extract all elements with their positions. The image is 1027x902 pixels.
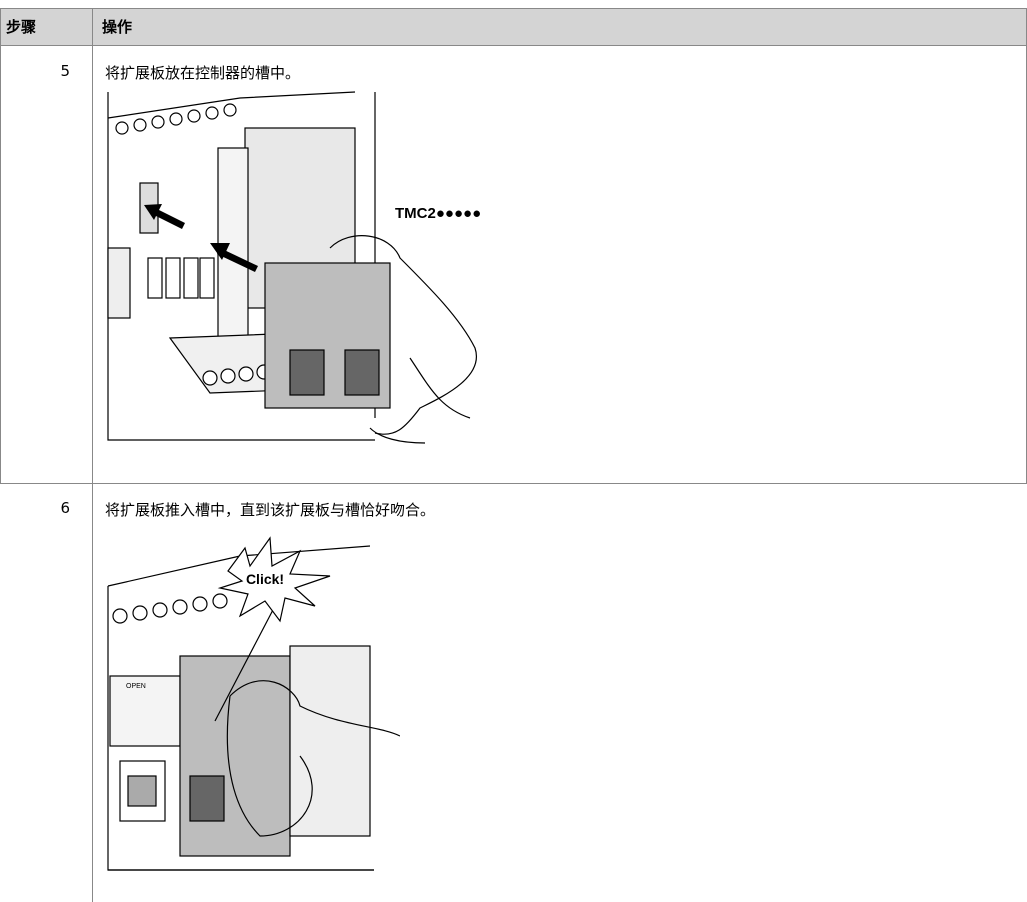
border xyxy=(92,8,93,902)
figure-label: OPEN xyxy=(126,683,146,690)
header-cell: 步骤 xyxy=(6,18,37,36)
illustration-step5: TMC2●●●●● xyxy=(107,91,481,444)
border xyxy=(0,483,1027,484)
step-number: 6 xyxy=(60,499,70,517)
figure-label: TMC2●●●●● xyxy=(395,205,481,222)
illustration-step6: Click! OPEN xyxy=(107,536,400,871)
table-header xyxy=(0,8,1027,46)
callout-text: Click! xyxy=(246,571,284,587)
border xyxy=(0,8,1,483)
action-text: 将扩展板推入槽中，直到该扩展板与槽恰好吻合。 xyxy=(105,501,436,519)
header-cell: 操作 xyxy=(102,18,133,36)
action-text: 将扩展板放在控制器的槽中。 xyxy=(105,64,301,82)
step-number: 5 xyxy=(60,62,70,80)
